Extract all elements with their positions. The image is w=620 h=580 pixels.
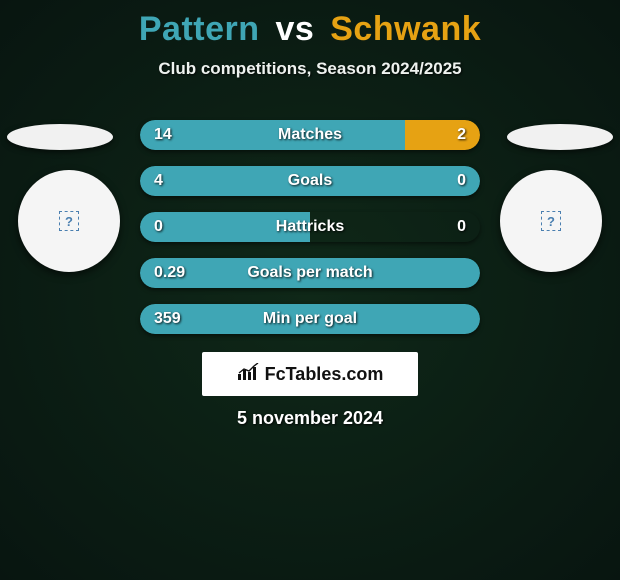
stat-value-left: 14	[154, 120, 172, 150]
stat-value-left: 4	[154, 166, 163, 196]
brand-box: FcTables.com	[202, 352, 418, 396]
stat-value-right: 2	[457, 120, 466, 150]
subtitle: Club competitions, Season 2024/2025	[0, 59, 620, 79]
title-player1: Pattern	[139, 10, 260, 48]
brand-text: FcTables.com	[265, 364, 384, 385]
stat-label: Min per goal	[263, 304, 357, 334]
player-right-ellipse	[507, 124, 613, 150]
club-badge-right-icon: ?	[541, 211, 561, 231]
stat-fill-left	[140, 120, 405, 150]
title-player2: Schwank	[330, 10, 481, 48]
stat-row: 14 2 Matches	[140, 120, 480, 150]
stat-row: 359 Min per goal	[140, 304, 480, 334]
comparison-title: Pattern vs Schwank	[0, 0, 620, 49]
player-right-circle: ?	[500, 170, 602, 272]
stat-row: 4 0 Goals	[140, 166, 480, 196]
brand-chart-icon	[237, 363, 259, 386]
stat-label: Goals per match	[247, 258, 372, 288]
stat-row: 0.29 Goals per match	[140, 258, 480, 288]
stat-value-left: 359	[154, 304, 181, 334]
stat-fill-right	[405, 120, 480, 150]
stat-label: Hattricks	[276, 212, 344, 242]
stat-value-right: 0	[457, 166, 466, 196]
stat-label: Goals	[288, 166, 332, 196]
stat-value-right: 0	[457, 212, 466, 242]
stat-value-left: 0	[154, 212, 163, 242]
stat-row: 0 0 Hattricks	[140, 212, 480, 242]
player-left-circle: ?	[18, 170, 120, 272]
club-badge-left-icon: ?	[59, 211, 79, 231]
stats-container: 14 2 Matches 4 0 Goals 0 0 Hattricks 0.29 Goals pe…	[140, 120, 480, 350]
stat-value-left: 0.29	[154, 258, 185, 288]
stat-label: Matches	[278, 120, 342, 150]
player-left-ellipse	[7, 124, 113, 150]
date-line: 5 november 2024	[237, 408, 383, 429]
title-vs: vs	[275, 10, 314, 48]
